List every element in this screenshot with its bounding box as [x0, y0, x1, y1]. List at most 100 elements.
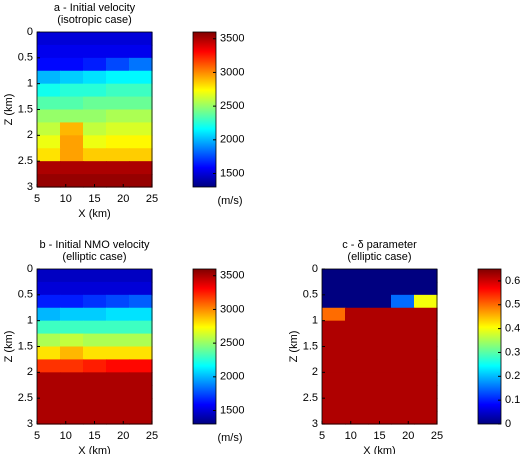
x-axis-label: X (km) — [78, 208, 110, 220]
heat-cell — [368, 385, 392, 399]
heat-cell — [83, 346, 107, 361]
heat-cell — [322, 411, 346, 425]
heat-cell — [368, 294, 392, 309]
heat-cell — [106, 44, 130, 59]
heat-cell — [83, 320, 107, 335]
heat-cell — [83, 83, 107, 98]
heat-cell — [368, 307, 392, 322]
x-tick-label: 5 — [319, 430, 325, 442]
heat-cell — [345, 411, 369, 425]
heat-cell — [345, 346, 369, 361]
colorbar-tick-label: 0.4 — [505, 323, 520, 335]
heat-cell — [106, 57, 130, 72]
y-tick-label: 3 — [27, 418, 33, 430]
heat-cell — [368, 333, 392, 348]
x-tick-label: 10 — [345, 430, 357, 442]
x-tick-label: 5 — [34, 430, 40, 442]
y-tick-label: 2.5 — [303, 392, 318, 404]
colorbar-tick-label: 0.5 — [505, 299, 520, 311]
colorbar-tick-label: 0 — [505, 418, 511, 430]
heat-cell — [83, 70, 107, 85]
heat-cell — [322, 294, 346, 309]
y-axis-label: Z (km) — [288, 331, 300, 363]
colorbar-tick-label: 3500 — [220, 33, 244, 45]
heat-cell — [60, 294, 84, 309]
heat-cell — [37, 294, 61, 309]
y-tick-label: 0.5 — [18, 52, 33, 64]
heat-cell — [391, 281, 415, 296]
heat-cell — [368, 346, 392, 361]
colorbar — [477, 268, 502, 425]
heat-cell — [37, 109, 61, 124]
heat-cell — [83, 333, 107, 348]
heat-cell — [414, 385, 438, 399]
y-tick-label: 1 — [312, 315, 318, 327]
heat-cell — [414, 320, 438, 335]
heat-cell — [322, 333, 346, 348]
y-axis-label: Z (km) — [3, 331, 15, 363]
heat-cell — [345, 333, 369, 348]
heat-cell — [106, 174, 130, 188]
heat-cell — [60, 411, 84, 425]
x-tick-label: 25 — [431, 430, 443, 442]
heat-cell — [106, 109, 130, 124]
heat-cell — [60, 83, 84, 98]
heat-cell — [345, 320, 369, 335]
heat-cell — [83, 398, 107, 412]
y-tick-label: 1 — [27, 78, 33, 90]
y-tick-label: 2 — [27, 366, 33, 378]
heat-cell — [391, 269, 415, 283]
heat-cell — [37, 320, 61, 335]
heat-cell — [106, 161, 130, 175]
heat-cell — [60, 307, 84, 322]
heat-cell — [37, 44, 61, 59]
heat-cell — [37, 122, 61, 136]
colorbar-tick-label: 2000 — [220, 371, 244, 383]
heat-cell — [129, 281, 153, 296]
heat-cell — [368, 359, 392, 373]
heat-cell — [129, 398, 153, 412]
y-axis-label: Z (km) — [3, 94, 15, 126]
heat-cell — [37, 372, 61, 386]
y-tick-label: 3 — [27, 181, 33, 193]
y-tick-label: 2.5 — [18, 155, 33, 167]
heat-cell — [106, 281, 130, 296]
heat-cell — [129, 372, 153, 386]
heat-cell — [129, 307, 153, 322]
y-tick-label: 0.5 — [18, 289, 33, 301]
heat-cell — [414, 398, 438, 412]
heat-cell — [322, 372, 346, 386]
x-tick-label: 25 — [146, 430, 158, 442]
y-tick-label: 2 — [312, 366, 318, 378]
heat-cell — [83, 109, 107, 124]
heat-cell — [129, 174, 153, 188]
heat-cell — [368, 411, 392, 425]
heat-cell — [37, 359, 61, 373]
heat-cell — [60, 109, 84, 124]
colorbar-tick-label: 3000 — [220, 303, 244, 315]
y-tick-label: 2 — [27, 129, 33, 141]
heat-cell — [322, 346, 346, 361]
heat-cell — [37, 57, 61, 72]
heat-cell — [391, 346, 415, 361]
heat-cell — [129, 346, 153, 361]
heat-cell — [106, 122, 130, 136]
heat-cell — [60, 398, 84, 412]
heat-cell — [129, 83, 153, 98]
colorbar-label: (m/s) — [217, 432, 242, 444]
heat-cell — [106, 294, 130, 309]
heat-cell — [106, 269, 130, 283]
heat-cell — [414, 269, 438, 283]
heat-cell — [322, 307, 346, 322]
colorbar-tick-label: 0.6 — [505, 275, 520, 287]
y-tick-label: 0.5 — [303, 289, 318, 301]
heat-cell — [60, 359, 84, 373]
colorbar-tick-label: 2500 — [220, 100, 244, 112]
panel-title: c - δ parameter — [342, 239, 417, 251]
heat-cell — [106, 398, 130, 412]
heat-cell — [83, 372, 107, 386]
heat-cell — [391, 411, 415, 425]
y-tick-label: 1.5 — [18, 103, 33, 115]
x-tick-label: 5 — [34, 193, 40, 205]
